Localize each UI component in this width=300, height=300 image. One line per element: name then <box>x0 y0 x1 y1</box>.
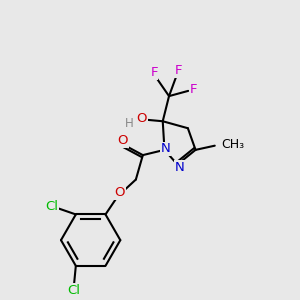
Text: F: F <box>175 64 182 77</box>
Text: Cl: Cl <box>68 284 81 297</box>
Text: O: O <box>136 112 147 125</box>
Text: N: N <box>161 142 170 155</box>
Text: O: O <box>118 134 128 147</box>
Text: H: H <box>125 117 134 130</box>
Text: O: O <box>115 186 125 199</box>
Text: CH₃: CH₃ <box>221 139 244 152</box>
Text: N: N <box>174 161 184 174</box>
Text: F: F <box>150 66 158 79</box>
Text: Cl: Cl <box>45 200 58 213</box>
Text: F: F <box>190 82 197 96</box>
